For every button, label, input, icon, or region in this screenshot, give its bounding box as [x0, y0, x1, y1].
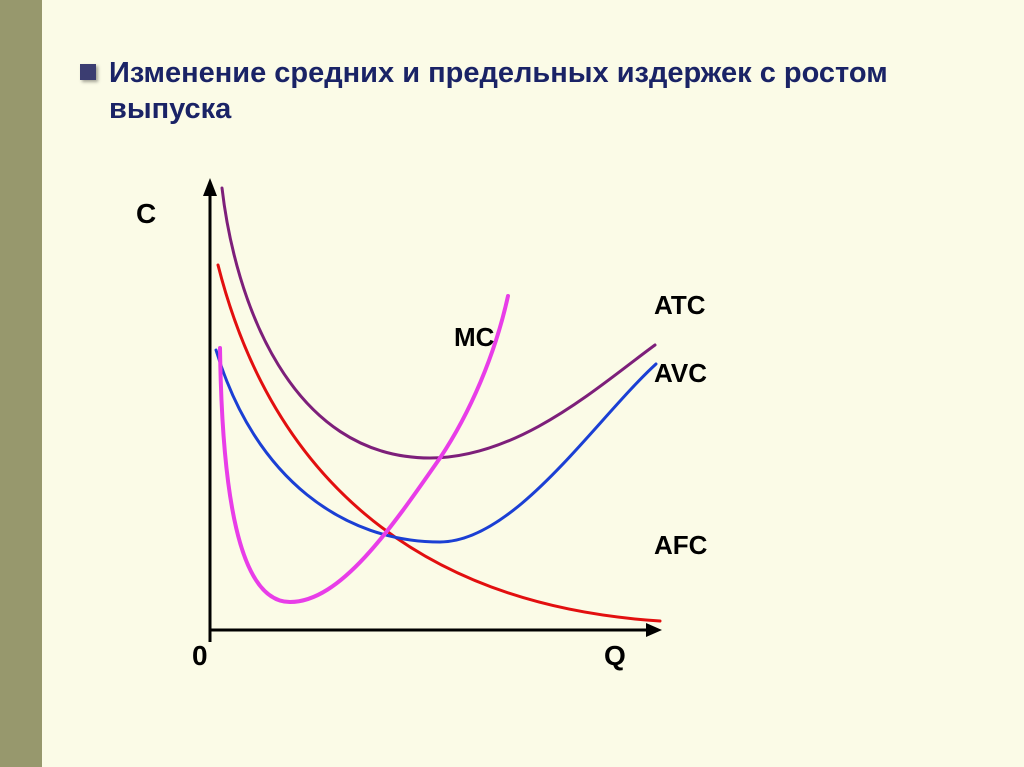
y-axis-label: C — [136, 198, 156, 230]
afc-curve — [218, 265, 660, 621]
origin-label: 0 — [192, 640, 208, 672]
accent-bar — [0, 0, 42, 767]
mc-label: MC — [454, 322, 494, 353]
x-axis-label: Q — [604, 640, 626, 672]
page-title: Изменение средних и предельных издержек … — [109, 55, 889, 128]
afc-label: AFC — [654, 530, 707, 561]
atc-label: ATC — [654, 290, 706, 321]
cost-curves-chart — [160, 170, 860, 690]
avc-curve — [216, 350, 656, 542]
title-bullet — [80, 64, 96, 80]
atc-curve — [222, 188, 655, 458]
slide: Изменение средних и предельных издержек … — [0, 0, 1024, 767]
avc-label: AVC — [654, 358, 707, 389]
